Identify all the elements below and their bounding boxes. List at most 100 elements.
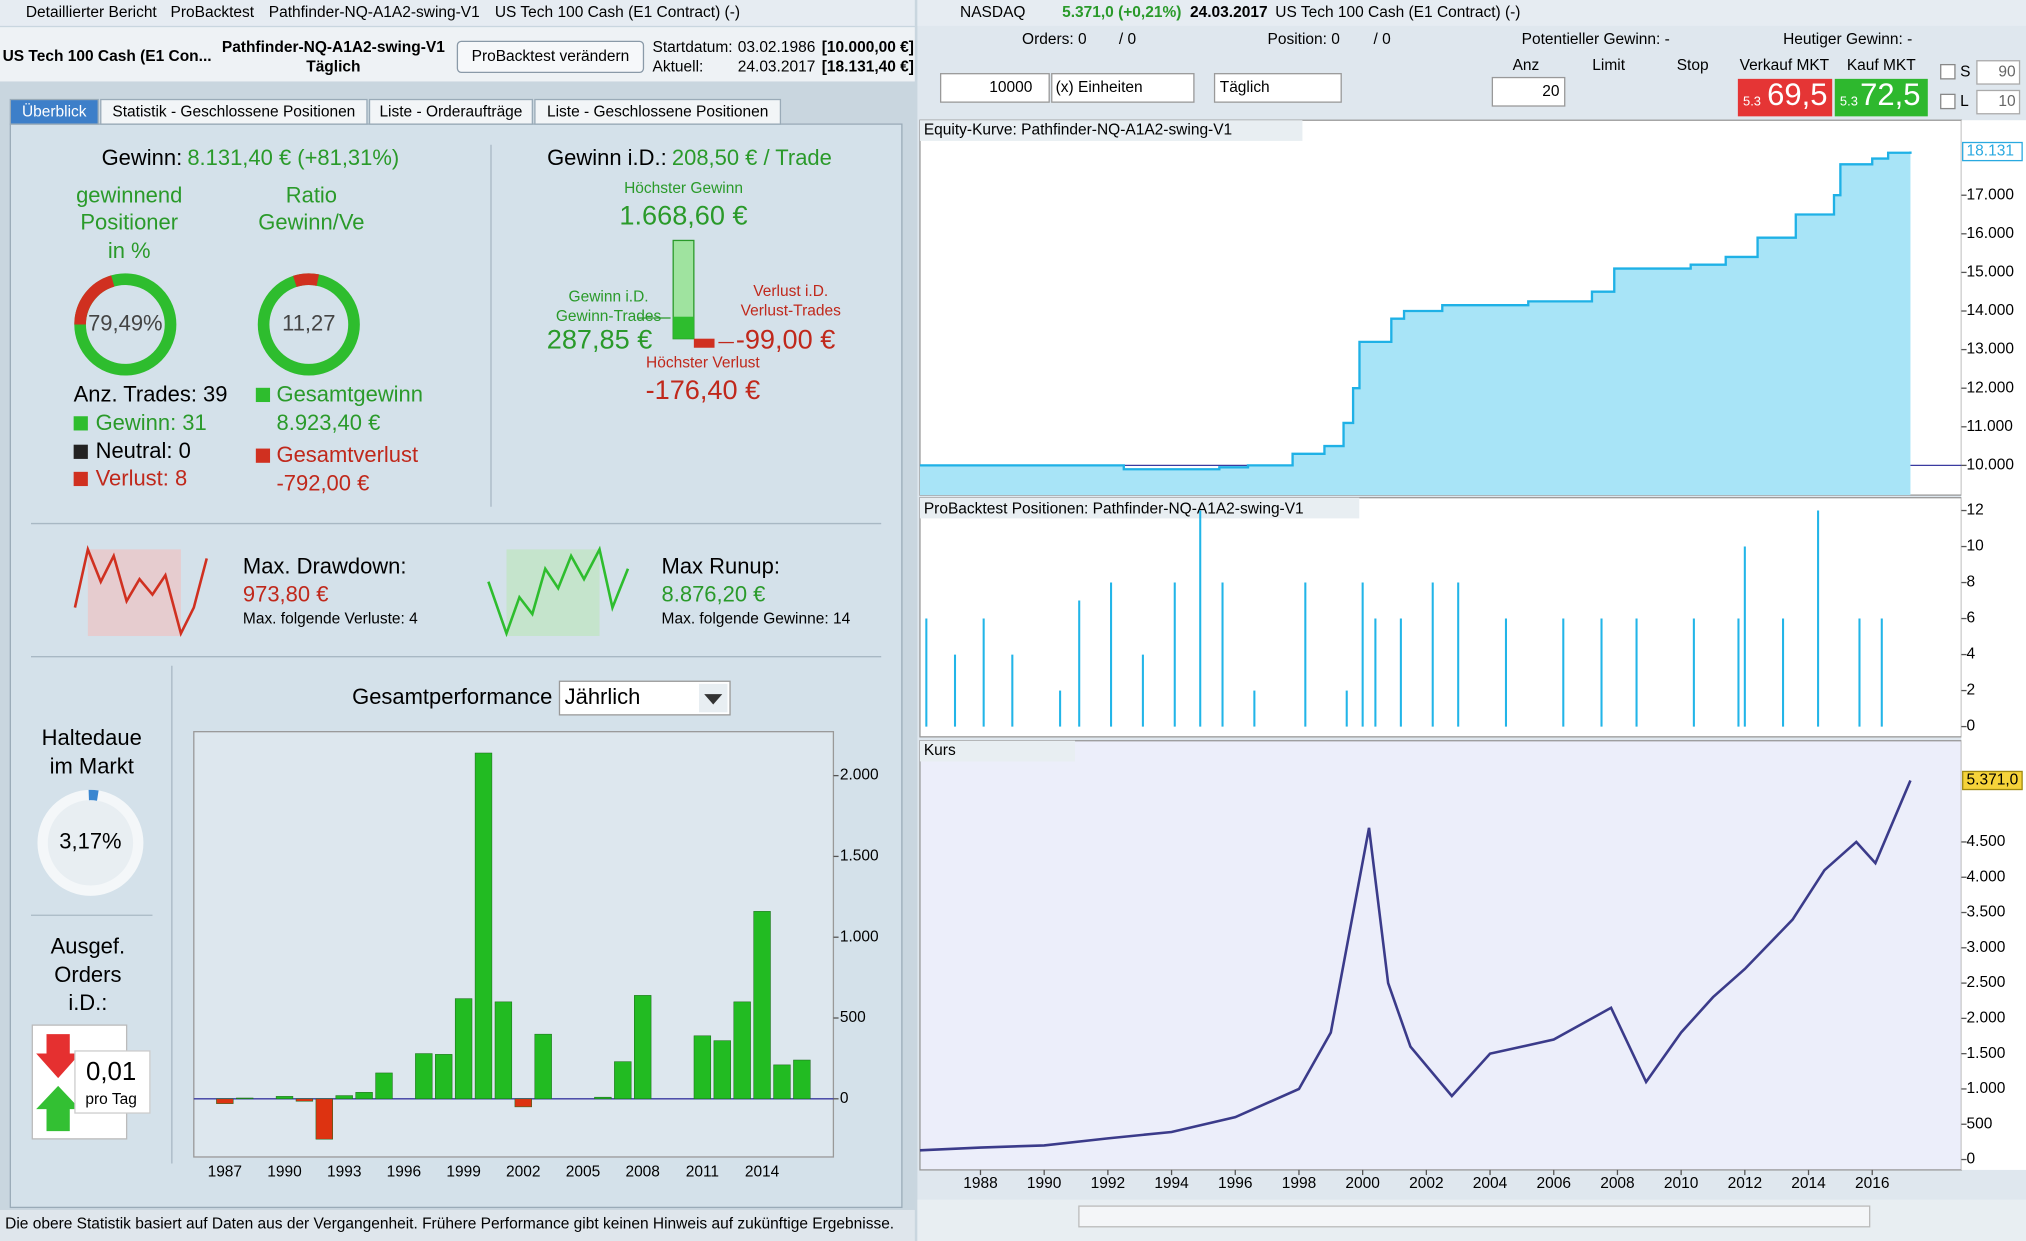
x-tick-label: 2012 xyxy=(1728,1175,1762,1192)
x-tick-label: 2008 xyxy=(1600,1175,1634,1192)
label: 8.131,40 € (+81,31%) xyxy=(187,145,399,170)
checkbox[interactable] xyxy=(1940,93,1956,110)
l-input[interactable] xyxy=(1976,89,2021,115)
x-tick-label: 2002 xyxy=(1409,1175,1443,1192)
instrument: US Tech 100 Cash (E1 Con... xyxy=(3,48,212,65)
last-value-box xyxy=(1962,141,2023,162)
label[interactable]: (x) Einheiten xyxy=(1056,79,1143,96)
label[interactable]: Täglich xyxy=(1220,79,1270,96)
dropdown-value[interactable]: Jährlich xyxy=(565,684,641,709)
checkbox[interactable] xyxy=(1940,63,1956,80)
legend-square xyxy=(73,471,88,487)
tab[interactable] xyxy=(100,98,368,125)
label: -176,40 € xyxy=(646,374,761,405)
label: 03.02.1986 xyxy=(738,39,816,56)
y-tick-label: 0 xyxy=(1967,718,1976,735)
y-tick-label: 1.500 xyxy=(1967,1045,2006,1062)
y-tick-label: 11.000 xyxy=(1967,418,2014,435)
label: [10.000,00 €] xyxy=(822,39,914,56)
tab-label[interactable]: Statistik - Geschlossene Positionen xyxy=(112,104,355,121)
buy-button[interactable] xyxy=(1834,78,1928,117)
tab[interactable] xyxy=(534,98,782,125)
positions-panel xyxy=(919,497,1963,738)
label: Max. Drawdown: xyxy=(243,553,407,578)
panel-title: Equity-Kurve: Pathfinder-NQ-A1A2-swing-V… xyxy=(924,122,1232,139)
loss-bar xyxy=(693,338,715,348)
x-tick-label: 1996 xyxy=(1218,1175,1252,1192)
tab-label[interactable]: Überblick xyxy=(22,103,87,121)
label: Max. folgende Gewinne: 14 xyxy=(662,610,851,627)
button-label[interactable]: ProBacktest verändern xyxy=(472,48,630,65)
period-dropdown[interactable] xyxy=(1213,73,1342,103)
title-bar xyxy=(0,0,915,26)
label[interactable]: 69,5 xyxy=(1767,77,1827,112)
title-bar xyxy=(917,0,2026,26)
unit-dropdown[interactable] xyxy=(1051,73,1195,103)
bar xyxy=(614,1061,632,1100)
axis-strip xyxy=(1961,120,2026,1170)
label[interactable]: 5.3 xyxy=(1743,94,1761,109)
label: 8.923,40 € xyxy=(277,410,381,435)
label[interactable]: 72,5 xyxy=(1860,77,1920,112)
tab-label[interactable]: Liste - Orderaufträge xyxy=(379,104,522,121)
legend-square xyxy=(73,416,88,431)
bar xyxy=(753,911,771,1100)
label: 24.03.2017 xyxy=(1190,4,1268,21)
label: Max. folgende Verluste: 4 xyxy=(243,610,418,627)
drawdown-area xyxy=(87,549,181,637)
label[interactable]: 20 xyxy=(1542,83,1560,100)
y-tick-label: 2.000 xyxy=(840,767,879,784)
price-panel xyxy=(919,740,1963,1171)
bar xyxy=(733,1001,751,1100)
panel-header xyxy=(919,740,1076,762)
label: 5.371,0 (+0,21%) xyxy=(1062,4,1181,21)
window-title: ProBacktest xyxy=(171,4,255,21)
y-tick-label: 0 xyxy=(840,1090,849,1107)
label: im Markt xyxy=(50,754,134,779)
label: Aktuell: xyxy=(653,58,704,75)
label: Max Runup: xyxy=(662,553,780,578)
x-tick-label: 1998 xyxy=(1282,1175,1316,1192)
y-tick-label: 4.000 xyxy=(1967,868,2006,885)
label[interactable]: 10000 xyxy=(989,79,1032,96)
label: Gesamtgewinn xyxy=(277,381,423,406)
tab[interactable] xyxy=(9,98,99,125)
tab-label[interactable]: Liste - Geschlossene Positionen xyxy=(547,104,768,121)
sell-button[interactable] xyxy=(1737,78,1833,117)
anz-input[interactable] xyxy=(1491,76,1566,107)
label: -792,00 € xyxy=(277,471,370,496)
label: Verlust i.D. xyxy=(753,283,828,300)
label[interactable]: 5.3 xyxy=(1840,94,1858,109)
label: Höchster Verlust xyxy=(646,354,760,371)
avg-gain-bar xyxy=(673,316,694,339)
x-tick-label: 1990 xyxy=(1027,1175,1062,1192)
x-tick-label: 1999 xyxy=(446,1164,480,1181)
label: 79,49% xyxy=(88,310,162,335)
label: / 0 xyxy=(1373,31,1391,48)
label: Position: 0 xyxy=(1268,31,1341,48)
y-tick-label: 3.000 xyxy=(1967,939,2006,956)
s-input[interactable] xyxy=(1976,60,2021,85)
down-arrow xyxy=(36,1034,81,1079)
scrollbar[interactable] xyxy=(1078,1205,1871,1228)
label: 287,85 € xyxy=(547,323,653,354)
up-arrow xyxy=(36,1085,81,1132)
quantity-input[interactable] xyxy=(939,73,1050,103)
label: 90 xyxy=(1998,63,2016,80)
x-tick-label: 2002 xyxy=(506,1164,540,1181)
label: Haltedaue xyxy=(42,725,142,750)
y-tick-label: 3.500 xyxy=(1967,904,2006,921)
legend-square xyxy=(73,444,88,459)
label: Gewinn i.D. xyxy=(569,288,649,305)
orders-box xyxy=(74,1050,151,1114)
label: Gewinn: 31 xyxy=(96,410,207,435)
bar xyxy=(494,1001,513,1100)
runup-area xyxy=(506,549,600,637)
y-tick-label: 10 xyxy=(1967,538,1985,555)
label: Gewinn/Ve xyxy=(258,209,364,234)
tab[interactable] xyxy=(368,98,533,125)
x-tick-label: 1987 xyxy=(208,1164,242,1181)
modify-button[interactable] xyxy=(456,40,645,74)
bar xyxy=(693,1035,712,1100)
